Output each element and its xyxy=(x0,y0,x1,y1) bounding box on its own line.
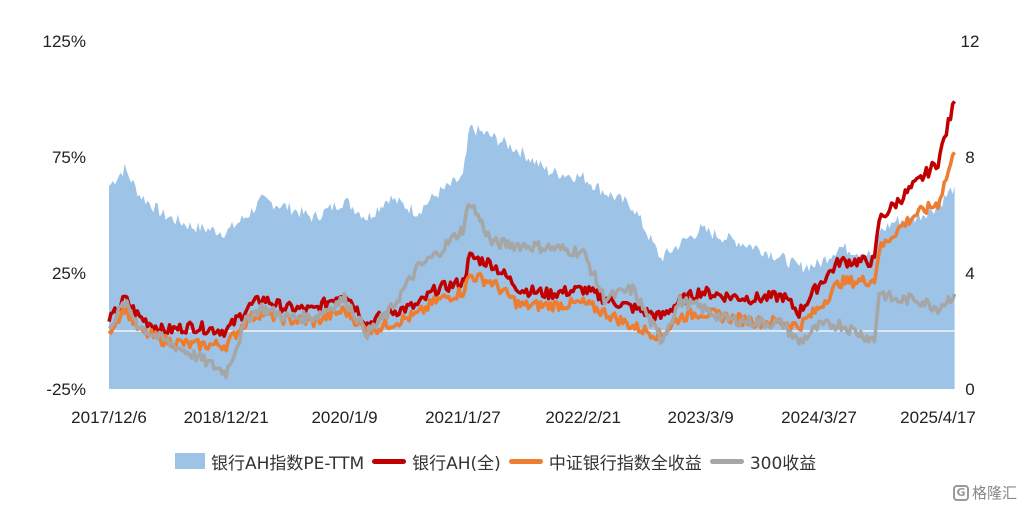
x-tick-label: 2024/3/27 xyxy=(781,408,857,427)
watermark-text: 格隆汇 xyxy=(971,484,1017,502)
y-right-tick-label: 8 xyxy=(965,148,974,167)
series-line-300 xyxy=(108,203,957,380)
watermark: G 格隆汇 xyxy=(952,482,1017,503)
x-tick-label: 2025/4/17 xyxy=(900,408,976,427)
y-left-tick-label: 75% xyxy=(52,148,86,167)
legend-label-bank-ah: 银行AH(全) xyxy=(412,453,501,474)
watermark-logo-icon: G xyxy=(952,484,969,501)
x-tick-label: 2018/12/21 xyxy=(184,408,269,427)
legend-label-csi-bank: 中证银行指数全收益 xyxy=(548,453,702,474)
legend-swatch-csi-bank xyxy=(508,458,543,464)
legend-label-300: 300收益 xyxy=(749,453,817,474)
x-tick-label: 2021/1/27 xyxy=(425,408,501,427)
y-left-tick-label: -25% xyxy=(46,380,86,399)
plot-area xyxy=(107,100,963,389)
y-right-tick-label: 0 xyxy=(965,380,974,399)
x-tick-label: 2023/3/9 xyxy=(668,408,734,427)
legend-item-pe: 银行AH指数PE-TTM xyxy=(175,449,364,474)
legend-swatch-pe xyxy=(175,453,205,469)
legend: 银行AH指数PE-TTM 银行AH(全) 中证银行指数全收益 300收益 xyxy=(175,448,824,474)
y-left-tick-label: 125% xyxy=(43,32,86,51)
legend-item-300: 300收益 xyxy=(709,449,817,474)
legend-swatch-bank-ah xyxy=(372,458,407,464)
legend-swatch-300 xyxy=(709,458,744,464)
legend-item-csi-bank: 中证银行指数全收益 xyxy=(508,449,702,474)
y-right-tick-label: 4 xyxy=(965,264,974,283)
legend-label-pe: 银行AH指数PE-TTM xyxy=(211,453,365,474)
axes: 125% 75% 25% -25% 12 8 4 0 2017/12/6 2018/12/21 20… xyxy=(43,32,980,427)
y-right-tick-label: 12 xyxy=(961,32,980,51)
x-tick-label: 2017/12/6 xyxy=(71,408,147,427)
chart-canvas: 125% 75% 25% -25% 12 8 4 0 2017/12/6 2018/12/21 20… xyxy=(43,32,980,427)
legend-item-bank-ah: 银行AH(全) xyxy=(372,449,501,474)
y-left-tick-label: 25% xyxy=(52,264,86,283)
series-line-bank-ah xyxy=(107,100,957,338)
x-tick-label: 2022/2/21 xyxy=(545,408,621,427)
x-tick-label: 2020/1/9 xyxy=(311,408,377,427)
